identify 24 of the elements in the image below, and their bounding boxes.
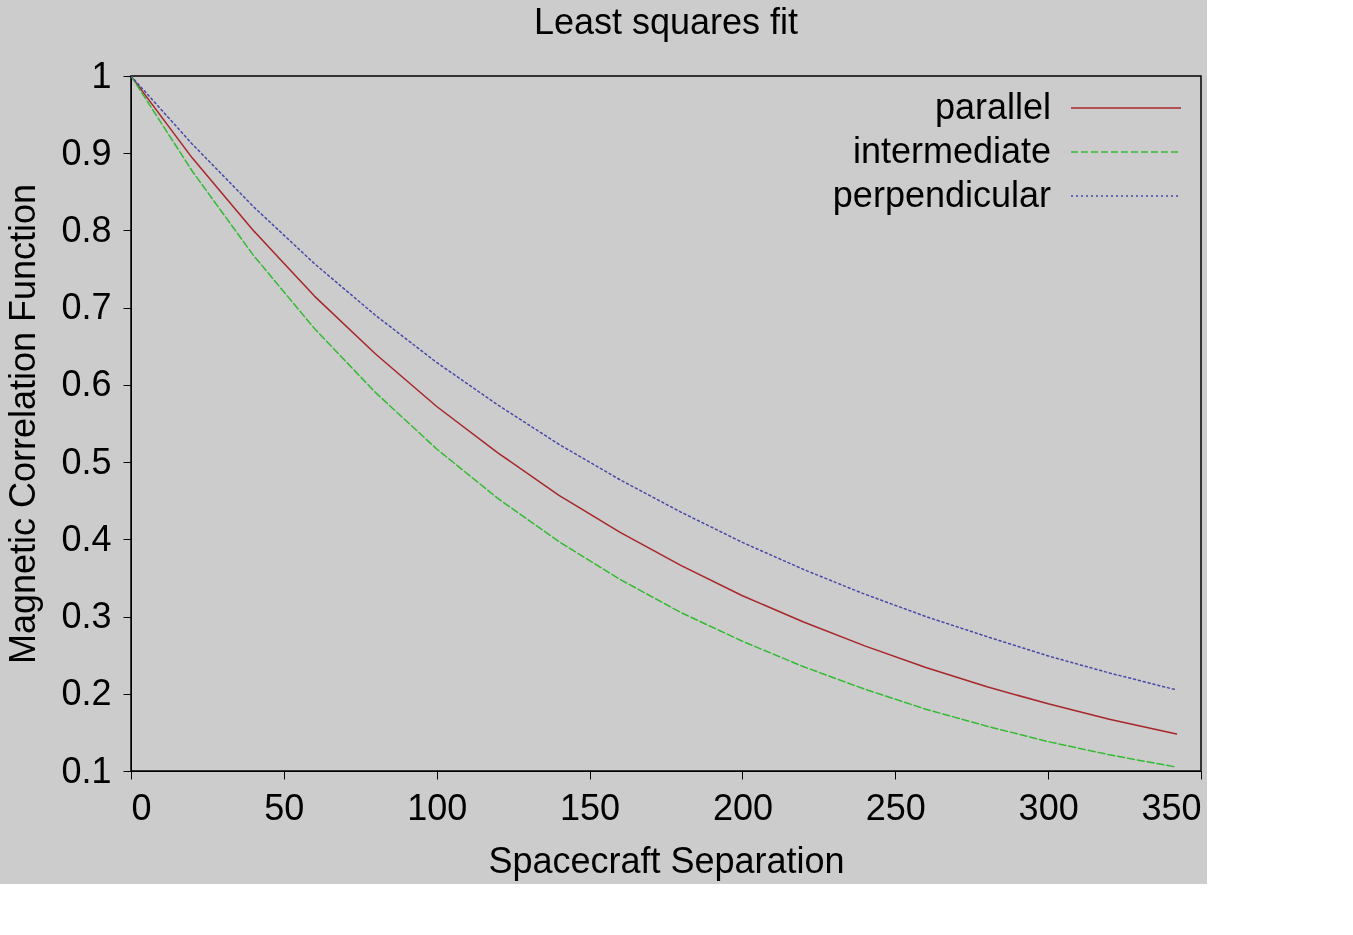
x-tick-label: 0 [131,786,152,828]
y-tick-label: 1 [91,54,112,96]
x-tick-label: 50 [264,786,305,828]
y-tick-label: 0.6 [61,363,112,405]
x-tick-label: 200 [712,786,773,828]
y-tick-label: 0.2 [61,672,112,714]
y-tick-label: 0.1 [61,749,112,791]
y-tick-label: 0.9 [61,131,112,173]
y-tick-label: 0.4 [61,517,112,559]
x-tick-label: 350 [1141,786,1202,828]
x-tick-label: 150 [560,786,621,828]
legend-label: intermediate [852,130,1051,171]
y-tick-label: 0.8 [61,208,112,250]
y-tick-label: 0.3 [61,595,112,637]
x-tick-label: 250 [865,786,926,828]
x-tick-label: 300 [1018,786,1079,828]
y-axis-title: Magnetic Correlation Function [2,183,44,665]
y-tick-label: 0.7 [61,286,112,328]
x-tick-label: 100 [407,786,468,828]
legend-label: perpendicular [832,174,1051,215]
y-tick-label: 0.5 [61,440,112,482]
legend-label: parallel [934,86,1051,127]
chart-title: Least squares fit [533,1,799,42]
x-axis-title: Spacecraft Separation [488,839,845,881]
